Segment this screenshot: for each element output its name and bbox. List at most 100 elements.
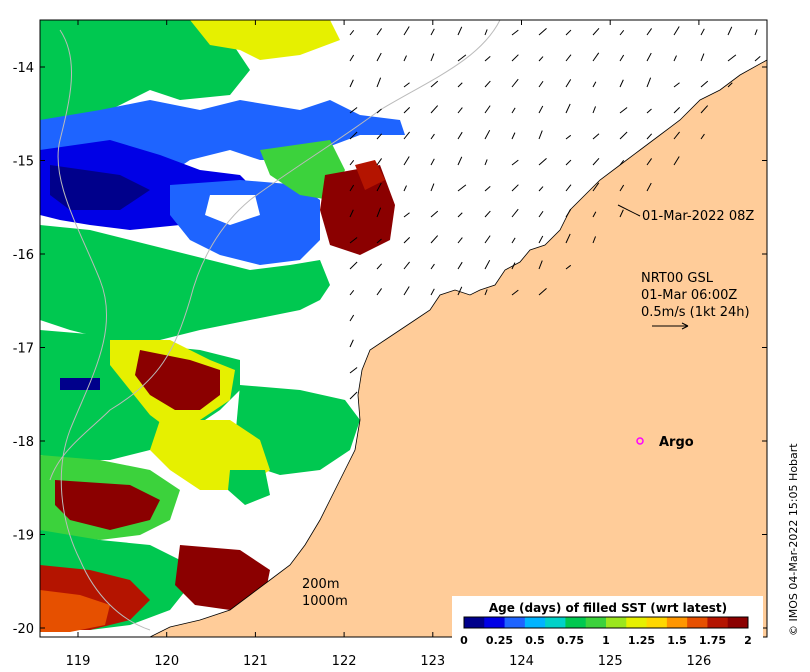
current-vector [619, 79, 624, 88]
current-vector [349, 54, 355, 62]
colorbar-swatch [727, 617, 749, 628]
current-vector [538, 158, 547, 166]
current-vector [430, 28, 435, 36]
current-vector [565, 159, 572, 166]
current-vector [619, 159, 625, 166]
current-vector [538, 210, 544, 218]
current-vector [565, 29, 572, 36]
current-vector [565, 134, 572, 140]
current-vector [511, 29, 519, 36]
current-vector [349, 339, 354, 348]
y-tick-label: -18 [13, 435, 34, 450]
colorbar-swatch [707, 617, 729, 628]
current-vector [727, 54, 737, 62]
current-vector [700, 105, 709, 114]
credit-text: © IMOS 04-Mar-2022 15:05 Hobart [787, 443, 800, 636]
current-vector [484, 159, 488, 166]
current-vector [646, 133, 653, 140]
colorbar-tick-label: 1 [602, 634, 610, 647]
argo-float-marker[interactable] [636, 437, 644, 445]
x-tick-label: 125 [598, 654, 623, 669]
current-vector [484, 29, 488, 36]
y-tick-label: -17 [13, 342, 34, 357]
current-vector [430, 53, 435, 62]
colorbar-swatch [606, 617, 627, 628]
colorbar-ticks: 0 0.25 0.5 0.75 1 1.25 1.5 1.75 2 [460, 634, 752, 647]
current-vector [673, 26, 680, 36]
current-vector [457, 107, 463, 114]
current-vector [727, 26, 733, 36]
current-vector [538, 288, 547, 296]
colorbar-swatches [464, 617, 749, 628]
current-vector [511, 184, 519, 192]
current-vector [457, 82, 463, 88]
colorbar-swatch [666, 617, 688, 628]
colorbar-swatch [565, 617, 587, 628]
current-vector [457, 184, 467, 192]
colorbar-tick-label: 0.75 [557, 634, 584, 647]
current-vector [403, 185, 407, 192]
current-vector [349, 314, 355, 322]
current-vector [457, 286, 463, 296]
current-vector [565, 264, 572, 270]
current-vector [430, 80, 439, 88]
current-vector [484, 80, 491, 88]
current-vector [403, 26, 410, 36]
argo-label: Argo [659, 435, 694, 450]
current-vector [484, 129, 491, 140]
x-axis: 119 120 121 122 123 124 125 126 [66, 20, 711, 669]
pass-time-label: 01-Mar-2022 08Z [642, 209, 754, 224]
current-vector [592, 27, 600, 36]
current-vector [646, 158, 652, 166]
y-tick-label: -20 [13, 622, 34, 637]
current-vector [754, 29, 758, 36]
current-vector [511, 289, 519, 296]
current-vector [538, 235, 544, 244]
current-vector [511, 262, 516, 270]
colorbar-swatch [545, 617, 566, 628]
current-vector [619, 29, 625, 36]
current-scale-label: 0.5m/s (1kt 24h) [641, 305, 750, 320]
current-vector [349, 237, 358, 244]
x-tick-label: 122 [332, 654, 357, 669]
current-vector [457, 54, 467, 62]
y-tick-label: -19 [13, 529, 34, 544]
current-vector [349, 107, 358, 114]
current-vector [538, 260, 543, 270]
x-tick-label: 123 [420, 654, 445, 669]
current-vector [376, 52, 382, 62]
current-vector [727, 82, 733, 88]
y-tick-label: -16 [13, 248, 34, 263]
current-vector [565, 209, 572, 218]
colorbar-swatch [484, 617, 506, 628]
current-vector [457, 261, 463, 270]
current-vector [619, 107, 628, 114]
current-vector [430, 158, 435, 166]
colorbar-swatch [646, 617, 668, 628]
current-vector [673, 82, 680, 88]
current-vector [619, 209, 624, 218]
current-vector [646, 52, 652, 62]
current-vector [673, 131, 680, 140]
current-vector [376, 77, 382, 88]
current-vector [484, 210, 491, 218]
current-vector [376, 288, 382, 296]
current-vector [511, 208, 519, 218]
current-vector [376, 263, 383, 270]
colorbar-tick-label: 1.25 [628, 634, 655, 647]
current-vector [592, 211, 597, 218]
current-vector [565, 184, 572, 192]
colorbar-tick-label: 2 [744, 634, 752, 647]
current-vector [376, 207, 382, 218]
current-vector [511, 159, 519, 166]
current-vector [592, 157, 600, 166]
current-vector [673, 107, 681, 114]
current-vector [403, 286, 410, 296]
current-vector [700, 53, 705, 62]
current-vector [592, 81, 597, 88]
current-vector [565, 233, 571, 244]
current-vector [592, 106, 597, 114]
current-vector [349, 79, 354, 88]
current-vector [646, 28, 652, 36]
current-scale-arrow [652, 322, 689, 330]
